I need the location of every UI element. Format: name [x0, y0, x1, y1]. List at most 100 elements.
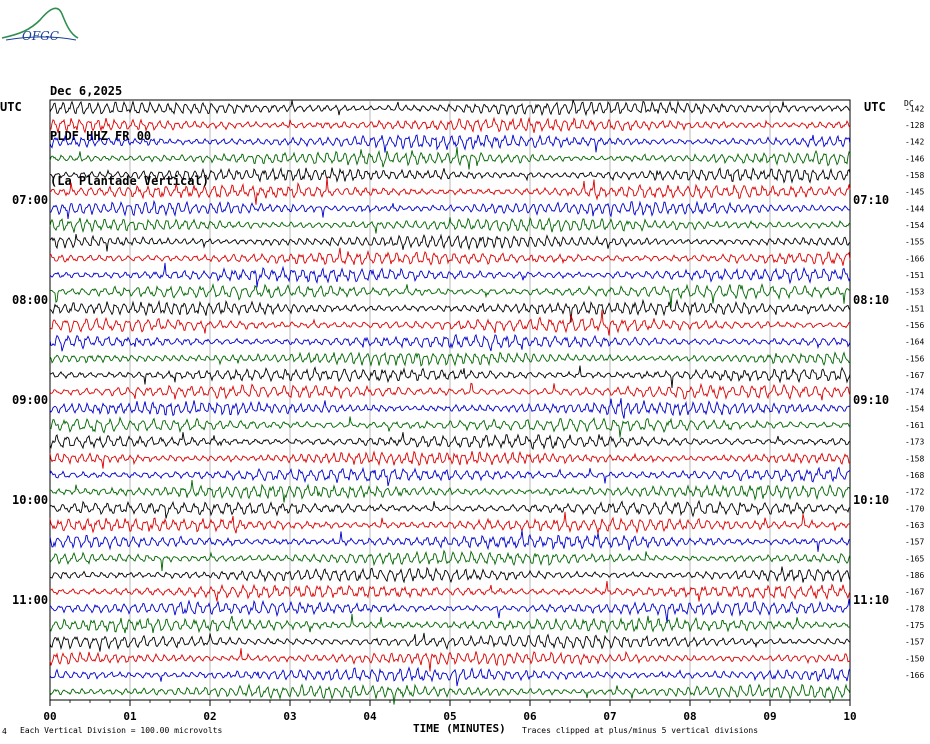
- seismic-trace: [49, 683, 851, 705]
- left-hour-label: 10:00: [12, 493, 48, 507]
- x-tick-label: 08: [683, 710, 696, 723]
- right-hour-label: 10:10: [853, 493, 889, 507]
- x-axis-title: TIME (MINUTES): [413, 722, 506, 735]
- utc-right-label: UTC: [864, 100, 886, 114]
- seismic-trace: [49, 233, 851, 252]
- clip-note: Traces clipped at plus/minus 5 vertical …: [522, 726, 759, 735]
- x-tick-label: 00: [43, 710, 56, 723]
- dc-offset-label: -178: [905, 604, 924, 613]
- seismic-trace: [49, 282, 851, 308]
- seismic-trace: [49, 382, 851, 401]
- dc-offset-label: -161: [905, 421, 924, 430]
- dc-offset-label: -173: [905, 438, 924, 447]
- right-hour-label: 08:10: [853, 293, 889, 307]
- dc-offset-label: -145: [905, 188, 924, 197]
- dc-offset-label: -174: [905, 388, 924, 397]
- seismic-trace: [49, 216, 851, 234]
- seismic-trace: [49, 566, 851, 584]
- dc-offset-label: -168: [905, 471, 924, 480]
- seismic-trace: [49, 432, 851, 451]
- x-tick-label: 07: [603, 710, 616, 723]
- dc-offset-label: -154: [905, 221, 924, 230]
- seismic-trace: [49, 309, 851, 336]
- seismic-trace: [49, 262, 851, 288]
- right-hour-label: 11:10: [853, 593, 889, 607]
- date-label: Dec 6,2025: [50, 84, 123, 98]
- left-hour-label: 09:00: [12, 393, 48, 407]
- station-label: PLDF HHZ FR 00: [50, 129, 152, 143]
- dc-offset-label: -157: [905, 638, 924, 647]
- dc-offset-label: -158: [905, 171, 924, 180]
- seismic-trace: [49, 116, 851, 134]
- x-tick-label: 04: [363, 710, 377, 723]
- left-hour-label: 08:00: [12, 293, 48, 307]
- x-tick-label: 03: [283, 710, 296, 723]
- seismic-trace: [49, 599, 851, 624]
- seismic-trace: [49, 450, 851, 469]
- dc-offset-label: -170: [905, 504, 924, 513]
- logo-mountain-icon: [1, 7, 79, 39]
- dc-offset-label: -164: [905, 338, 924, 347]
- x-tick-label: 02: [203, 710, 216, 723]
- dc-offset-label: -154: [905, 404, 924, 413]
- left-hour-label: 07:00: [12, 193, 48, 207]
- seismic-trace: [49, 648, 851, 672]
- seismic-trace: [49, 549, 851, 572]
- dc-offset-label: -142: [905, 138, 924, 147]
- seismic-trace: [49, 530, 851, 552]
- dc-offset-label: -167: [905, 588, 924, 597]
- seismic-trace: [49, 666, 851, 687]
- dc-offset-label: -156: [905, 321, 924, 330]
- location-label: (La Plantade Vertical): [50, 174, 209, 188]
- dc-offset-label: -167: [905, 371, 924, 380]
- dc-offset-label: -153: [905, 288, 924, 297]
- right-hour-label: 09:10: [853, 393, 889, 407]
- seismic-trace: [49, 99, 851, 117]
- utc-left-label: UTC: [0, 100, 22, 114]
- dc-offset-label: -158: [905, 454, 924, 463]
- seismic-trace: [49, 632, 851, 652]
- seismic-trace: [49, 199, 851, 219]
- seismic-trace: [50, 581, 851, 602]
- dc-offset-label: -163: [905, 521, 924, 530]
- seismic-trace: [49, 499, 851, 519]
- seismic-trace: [49, 134, 851, 153]
- dc-offset-label: -186: [905, 571, 924, 580]
- dc-offset-label: -156: [905, 354, 924, 363]
- dc-offset-label: -157: [905, 538, 924, 547]
- left-hour-label: 11:00: [12, 593, 48, 607]
- seismic-trace: [49, 398, 851, 419]
- seismic-trace: [49, 333, 851, 352]
- dc-offset-label: -165: [905, 554, 924, 563]
- dc-offset-label: -175: [905, 621, 924, 630]
- seismic-trace: [49, 247, 851, 266]
- x-tick-label: 01: [123, 710, 137, 723]
- dc-label: DC: [904, 99, 914, 108]
- x-tick-label: 06: [523, 710, 537, 723]
- seismic-trace: [49, 480, 851, 503]
- logo-text: OFGC: [22, 29, 59, 43]
- ofgc-logo: OFGC: [1, 7, 79, 43]
- dc-offset-label: -150: [905, 654, 924, 663]
- scale-note: Each Vertical Division = 100.00 microvol…: [20, 726, 223, 735]
- seismic-trace: [49, 166, 851, 184]
- seismic-trace: [49, 613, 851, 634]
- seismic-trace: [49, 147, 851, 170]
- seismic-trace: [49, 416, 851, 438]
- dc-offset-label: -142: [905, 104, 924, 113]
- dc-offset-label: -151: [905, 271, 924, 280]
- seismic-trace: [49, 511, 851, 534]
- dc-offset-label: -166: [905, 671, 924, 680]
- seismic-trace: [49, 466, 851, 487]
- header: Dec 6,2025 PLDF HHZ FR 00 (La Plantade V…: [50, 54, 209, 204]
- x-tick-label: 10: [843, 710, 856, 723]
- dc-offset-label: -146: [905, 154, 924, 163]
- dc-offset-label: -151: [905, 304, 924, 313]
- dc-offset-label: -172: [905, 488, 924, 497]
- x-tick-label: 05: [443, 710, 456, 723]
- x-tick-label: 09: [763, 710, 776, 723]
- seismic-trace: [49, 177, 851, 205]
- dc-offset-label: -166: [905, 254, 924, 263]
- scale-prefix: 4: [2, 727, 7, 736]
